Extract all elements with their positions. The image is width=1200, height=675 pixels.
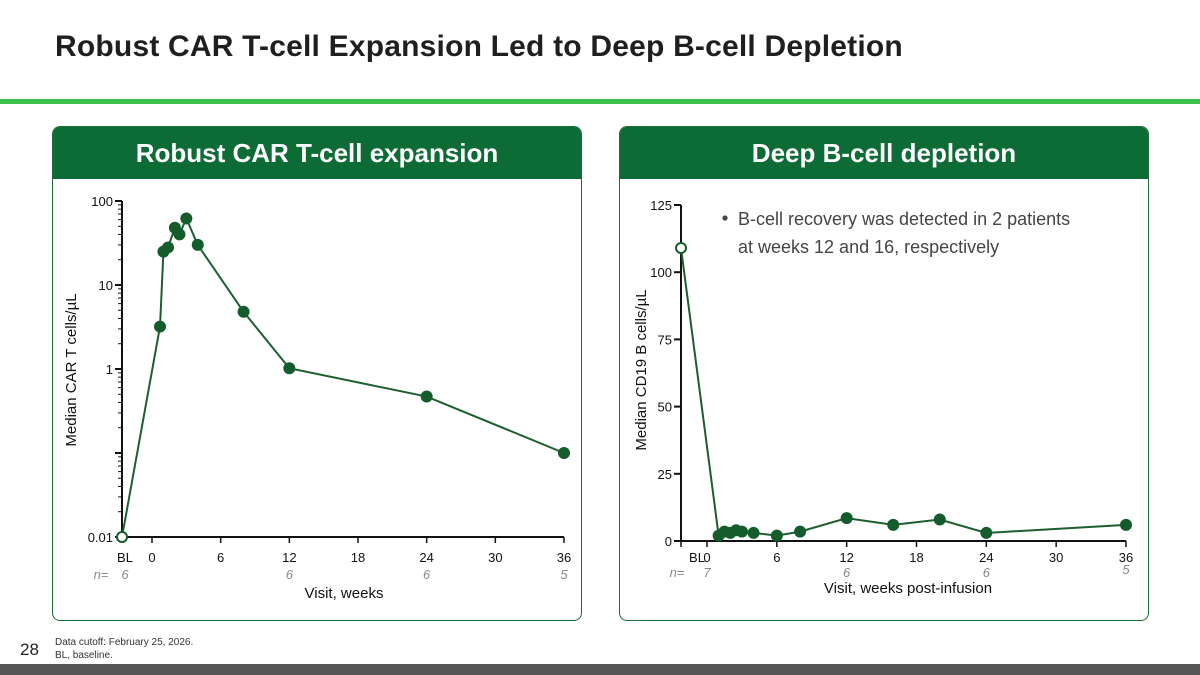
y-tick-label: 100 — [91, 194, 113, 209]
x-tick-label: 36 — [1119, 550, 1133, 565]
x-tick-label: 12 — [282, 550, 296, 565]
car-t-panel-title: Robust CAR T-cell expansion — [53, 127, 581, 179]
series-line — [680, 247, 1127, 538]
x-tick-label: 18 — [909, 550, 923, 565]
x-tick-label: 36 — [557, 550, 571, 565]
data-point — [770, 529, 783, 542]
y-tick-label: 25 — [658, 467, 672, 482]
n-value: 5 — [560, 567, 568, 582]
n-value: 6 — [121, 567, 129, 582]
x-tick-label: 24 — [979, 550, 993, 565]
x-tick-label: 30 — [488, 550, 502, 565]
baseline-point — [675, 242, 687, 255]
x-tick-label: 0 — [703, 550, 710, 565]
x-axis-label: Visit, weeks — [305, 585, 384, 602]
n-value: 6 — [286, 567, 294, 582]
data-point — [840, 512, 853, 525]
page-number: 28 — [20, 640, 39, 659]
data-point — [735, 525, 748, 538]
x-tick-label: BL — [689, 550, 705, 565]
data-point — [420, 390, 433, 403]
car-t-panel: Robust CAR T-cell expansion — [52, 126, 582, 621]
data-point — [747, 526, 760, 539]
footnote-baseline: BL, baseline. — [55, 650, 113, 661]
n-value: 6 — [843, 565, 851, 580]
data-point — [887, 518, 900, 531]
x-axis-label: Visit, weeks post-infusion — [824, 580, 992, 597]
data-point — [933, 513, 946, 526]
data-point — [154, 320, 167, 333]
data-point — [173, 228, 186, 241]
x-tick-label: BL — [117, 550, 133, 565]
n-value: 6 — [423, 567, 431, 582]
data-point — [162, 241, 175, 254]
n-value: 7 — [703, 565, 711, 580]
data-point — [794, 525, 807, 538]
data-point — [558, 447, 570, 459]
y-tick-label: 50 — [658, 400, 672, 415]
y-tick-label: 1 — [106, 362, 113, 377]
y-tick-label: 0.01 — [88, 530, 113, 545]
n-value: 6 — [983, 565, 991, 580]
bottom-bar — [0, 664, 1200, 675]
x-tick-label: 24 — [419, 550, 433, 565]
x-tick-label: 6 — [217, 550, 224, 565]
data-point — [283, 362, 296, 375]
annotation-text: at weeks 12 and 16, respectively — [738, 237, 999, 257]
data-point — [980, 526, 993, 539]
data-point — [191, 238, 204, 251]
slide-title: Robust CAR T-cell Expansion Led to Deep … — [55, 30, 903, 63]
x-tick-label: 6 — [773, 550, 780, 565]
n-label: n= — [670, 565, 685, 580]
footnote-data-cutoff: Data cutoff: February 25, 2026. — [55, 637, 194, 648]
n-value: 5 — [1122, 562, 1130, 577]
y-tick-label: 100 — [650, 265, 672, 280]
x-tick-label: 18 — [351, 550, 365, 565]
baseline-point — [116, 531, 128, 543]
n-label: n= — [94, 567, 109, 582]
annotation-bullet — [722, 215, 728, 221]
data-point — [180, 212, 193, 225]
x-tick-label: 0 — [148, 550, 155, 565]
b-cell-panel-title: Deep B-cell depletion — [620, 127, 1148, 179]
b-cell-panel: Deep B-cell depletion — [619, 126, 1149, 621]
y-tick-label: 125 — [650, 198, 672, 213]
y-tick-label: 75 — [658, 332, 672, 347]
annotation-text: B-cell recovery was detected in 2 patien… — [738, 209, 1070, 229]
data-point — [1120, 518, 1132, 531]
x-tick-label: 30 — [1049, 550, 1063, 565]
title-rule — [0, 99, 1200, 104]
y-axis-label: Median CD19 B cells/µL — [633, 289, 650, 450]
y-tick-label: 0 — [665, 534, 672, 549]
series-line — [121, 215, 565, 538]
data-point — [237, 305, 250, 318]
y-tick-label: 10 — [99, 278, 113, 293]
y-axis-label: Median CAR T cells/µL — [63, 293, 80, 446]
x-tick-label: 12 — [839, 550, 853, 565]
